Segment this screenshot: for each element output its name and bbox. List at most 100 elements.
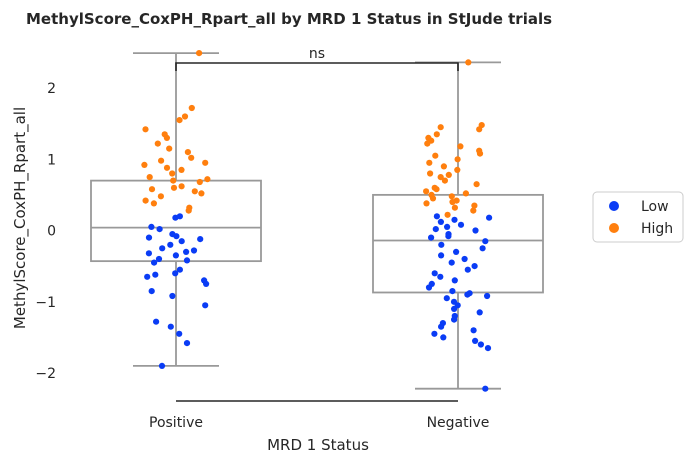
y-axis-label: MethylScore_CoxPH_Rpart_all: [11, 107, 30, 329]
point-high: [440, 163, 447, 170]
x-axis-label: MRD 1 Status: [267, 436, 369, 454]
point-high: [476, 126, 483, 133]
legend-marker-low: [609, 201, 619, 211]
point-high: [196, 50, 203, 57]
y-tick-label: 1: [47, 152, 56, 168]
point-low: [148, 223, 155, 230]
point-low: [159, 245, 166, 252]
point-low: [486, 214, 493, 221]
point-high: [437, 174, 444, 181]
point-low: [152, 271, 159, 278]
point-low: [155, 255, 163, 263]
legend-marker-high: [609, 223, 619, 233]
point-low: [440, 334, 447, 341]
point-low: [482, 385, 489, 392]
point-high: [448, 193, 455, 200]
point-low: [183, 248, 190, 255]
point-low: [461, 255, 468, 263]
significance-annotation: ns: [175, 46, 459, 71]
point-high: [449, 198, 456, 206]
point-high: [170, 184, 178, 191]
point-low: [167, 241, 174, 248]
point-high: [423, 188, 430, 195]
point-high: [181, 113, 189, 120]
point-low: [176, 266, 183, 273]
point-low: [433, 213, 440, 220]
point-low: [148, 288, 155, 295]
point-high: [445, 171, 452, 178]
point-low: [431, 270, 438, 277]
point-high: [465, 59, 472, 66]
legend-label-low: Low: [641, 199, 669, 215]
point-high: [150, 200, 157, 207]
y-axis-ticks: −2 −1 0 1 2: [35, 81, 56, 382]
point-high: [166, 145, 173, 152]
point-low: [158, 362, 166, 369]
point-low: [484, 345, 492, 352]
point-low: [451, 316, 458, 323]
point-high: [423, 200, 430, 207]
point-low: [451, 305, 458, 312]
point-high: [433, 131, 440, 138]
point-low: [172, 270, 179, 277]
point-low: [438, 323, 445, 330]
point-high: [142, 126, 149, 133]
x-tick-label: Positive: [149, 415, 203, 431]
significance-bracket: [175, 62, 459, 71]
point-low: [425, 284, 433, 291]
point-low: [471, 263, 478, 270]
point-low: [464, 266, 471, 273]
box-iqr: [90, 179, 262, 263]
legend: Low High: [592, 191, 684, 243]
point-low: [176, 330, 183, 337]
point-high: [462, 190, 469, 197]
point-low: [479, 245, 486, 252]
point-low: [202, 302, 209, 309]
point-low: [183, 340, 191, 347]
legend-items: Low High: [609, 199, 673, 237]
point-high: [178, 166, 185, 173]
point-high: [444, 211, 451, 218]
point-low: [156, 226, 163, 233]
point-high: [473, 181, 480, 188]
point-low: [472, 337, 479, 344]
point-high: [170, 177, 177, 184]
point-high: [457, 143, 464, 150]
point-low: [451, 216, 458, 223]
point-high: [470, 207, 477, 214]
box-positive: [90, 52, 262, 367]
point-high: [433, 186, 440, 193]
point-low: [183, 257, 191, 264]
point-high: [454, 156, 461, 163]
point-high: [148, 186, 156, 193]
box-iqr: [372, 193, 544, 294]
point-low: [173, 233, 180, 240]
point-high: [178, 183, 185, 190]
point-high: [204, 176, 211, 183]
point-low: [476, 309, 483, 316]
point-low: [197, 236, 204, 243]
point-low: [472, 227, 479, 234]
point-low: [470, 327, 477, 334]
point-high: [142, 197, 149, 204]
point-low: [445, 233, 452, 240]
point-low: [145, 234, 153, 241]
point-low: [444, 223, 451, 230]
significance-label: ns: [309, 46, 325, 62]
point-high: [476, 150, 484, 157]
point-high: [427, 170, 434, 177]
point-low: [438, 252, 445, 259]
point-high: [188, 104, 195, 112]
point-low: [451, 277, 458, 284]
point-high: [158, 157, 165, 164]
point-low: [153, 318, 160, 325]
point-low: [482, 238, 489, 245]
strip-points: [141, 50, 493, 392]
point-high: [184, 149, 191, 156]
point-high: [176, 117, 183, 124]
point-low: [431, 330, 438, 337]
point-high: [437, 124, 444, 131]
x-tick-label: Negative: [427, 415, 490, 431]
point-high: [163, 164, 171, 171]
